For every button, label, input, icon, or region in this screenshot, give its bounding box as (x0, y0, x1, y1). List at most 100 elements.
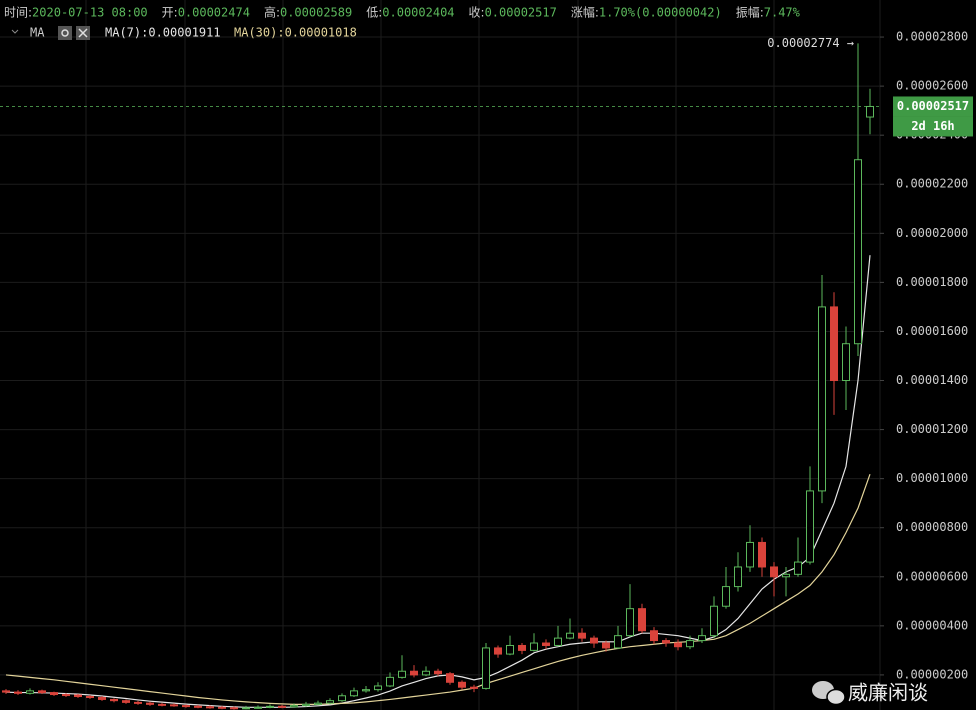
legend-entry: MA(30):0.00001018 (234, 26, 357, 40)
candle-body (218, 706, 226, 709)
info-label: 收: (469, 6, 485, 20)
y-tick-label: 0.00001400 (896, 373, 968, 387)
candle-body (770, 566, 778, 578)
candles (2, 43, 874, 710)
y-tick-label: 0.00001000 (896, 471, 968, 485)
candle-body (254, 706, 262, 709)
candle-body (266, 705, 274, 708)
candle-body (62, 694, 70, 697)
ma-line (5, 474, 871, 705)
candle-body (278, 705, 286, 708)
candle-body (362, 689, 370, 692)
candle-body (602, 642, 610, 649)
candle-body (518, 644, 526, 651)
candle-body (746, 541, 754, 568)
candle-body (506, 644, 514, 655)
candle-body (578, 632, 586, 639)
candle-body (482, 647, 490, 689)
candle-body (314, 702, 322, 705)
candle-body (446, 673, 454, 683)
candle-body (26, 690, 34, 694)
y-tick-label: 0.00001200 (896, 422, 968, 436)
candle-body (158, 703, 166, 706)
info-value: 0.00002474 (178, 6, 250, 20)
candle-body (182, 705, 190, 708)
countdown-label: 2d 16h (911, 119, 954, 133)
candle-body (398, 670, 406, 678)
candle-body (194, 705, 202, 708)
y-tick-label: 0.00002800 (896, 30, 968, 44)
candle-body (170, 704, 178, 707)
collapse-icon[interactable] (11, 29, 19, 34)
y-tick-label: 0.00000600 (896, 569, 968, 583)
info-label: 高: (264, 5, 280, 20)
y-tick-label: 0.00000800 (896, 520, 968, 534)
candle-body (74, 694, 82, 698)
candle-body (38, 690, 46, 694)
y-tick-label: 0.00001800 (896, 275, 968, 289)
candle-body (782, 573, 790, 578)
y-tick-label: 0.00002200 (896, 177, 968, 191)
price-box (893, 96, 973, 117)
candle-body (410, 670, 418, 676)
candle-body (590, 637, 598, 644)
settings-icon[interactable] (58, 26, 72, 40)
candle-body (674, 642, 682, 648)
candle-body (338, 695, 346, 702)
candle-body (854, 159, 862, 345)
candle-body (50, 692, 58, 696)
indicator-name: MA (30, 26, 45, 40)
candle-body (842, 343, 850, 382)
candle-body (806, 490, 814, 563)
candle-body (242, 707, 250, 710)
candle-body (110, 698, 118, 702)
candle-body (614, 635, 622, 649)
info-value: 0.00002589 (280, 6, 352, 20)
candle-body (326, 700, 334, 704)
price-label: 0.00002517 (897, 99, 969, 113)
candle-body (794, 561, 802, 575)
candle-body (302, 703, 310, 707)
watermark: 威廉闲谈 (812, 681, 928, 706)
candle-body (134, 701, 142, 704)
candle-body (350, 690, 358, 697)
info-label: 振幅: (736, 5, 764, 20)
candle-body (830, 306, 838, 382)
candle-body (866, 105, 874, 118)
grid (0, 36, 880, 676)
candle-body (710, 605, 718, 637)
indicator-row: MA MA(7):0.00001911 MA(30):0.00001018 (11, 26, 357, 40)
candle-body (530, 642, 538, 651)
info-value: 0.00002517 (485, 6, 557, 20)
candle-body (14, 691, 22, 694)
candle-body (818, 306, 826, 492)
info-value: 2020-07-13 08:00 (32, 6, 148, 20)
y-tick-label: 0.00002600 (896, 79, 968, 93)
info-label: 涨幅: (571, 5, 599, 20)
vertical-grid (85, 0, 881, 710)
candle-body (722, 586, 730, 607)
wechat-bubble (826, 688, 846, 706)
candle-body (494, 647, 502, 655)
candle-body (98, 696, 106, 700)
close-glyph (78, 28, 88, 38)
candle-body (422, 670, 430, 676)
y-tick-label: 0.00001600 (896, 324, 968, 338)
countdown-box (893, 116, 973, 137)
candle-body (686, 640, 694, 648)
candle-body (542, 642, 550, 646)
candle-body (290, 705, 298, 708)
candle-body (566, 632, 574, 639)
candle-body (86, 696, 94, 699)
price-markers: 0.00002517 2d 16h 0.00002774 → (0, 36, 973, 137)
candle-body (2, 690, 10, 693)
y-tick-label: 0.00000200 (896, 667, 968, 681)
max-label: 0.00002774 → (767, 36, 854, 50)
watermark-text: 威廉闲谈 (848, 681, 928, 705)
candle-body (650, 630, 658, 642)
info-value: 1.70%(0.00000042) (599, 6, 722, 20)
candle-body (434, 670, 442, 675)
info-label: 时间: (4, 6, 32, 20)
